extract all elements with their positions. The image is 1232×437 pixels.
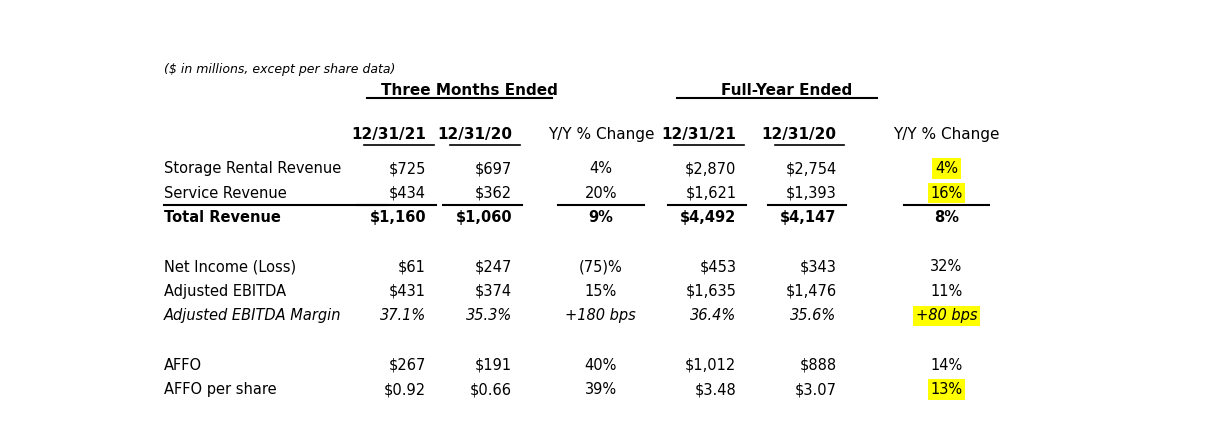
Text: +80 bps: +80 bps <box>915 309 977 323</box>
Text: $247: $247 <box>474 259 513 274</box>
Text: 13%: 13% <box>930 382 962 397</box>
Text: $267: $267 <box>389 357 426 372</box>
Text: $1,621: $1,621 <box>685 186 737 201</box>
Text: $3.07: $3.07 <box>795 382 837 397</box>
Text: $1,393: $1,393 <box>786 186 837 201</box>
Text: 36.4%: 36.4% <box>690 309 737 323</box>
Text: AFFO: AFFO <box>164 357 202 372</box>
Text: Total Revenue: Total Revenue <box>164 210 281 225</box>
Text: $1,635: $1,635 <box>685 284 737 299</box>
Text: $4,492: $4,492 <box>680 210 737 225</box>
Text: $453: $453 <box>700 259 737 274</box>
Text: 4%: 4% <box>589 161 612 176</box>
Text: $2,754: $2,754 <box>786 161 837 176</box>
Text: $61: $61 <box>398 259 426 274</box>
Text: 35.6%: 35.6% <box>791 309 837 323</box>
Text: Y/Y % Change: Y/Y % Change <box>893 127 999 142</box>
Text: 40%: 40% <box>585 357 617 372</box>
Text: 14%: 14% <box>930 357 962 372</box>
Text: 9%: 9% <box>589 210 614 225</box>
Text: $374: $374 <box>474 284 513 299</box>
Text: 12/31/20: 12/31/20 <box>437 127 513 142</box>
Text: $3.48: $3.48 <box>695 382 737 397</box>
Text: $697: $697 <box>474 161 513 176</box>
Text: $0.92: $0.92 <box>384 382 426 397</box>
Text: Service Revenue: Service Revenue <box>164 186 286 201</box>
Text: 15%: 15% <box>585 284 617 299</box>
Text: +180 bps: +180 bps <box>565 309 636 323</box>
Text: ($ in millions, except per share data): ($ in millions, except per share data) <box>164 62 395 76</box>
Text: 20%: 20% <box>585 186 617 201</box>
Text: Y/Y % Change: Y/Y % Change <box>547 127 654 142</box>
Text: $343: $343 <box>800 259 837 274</box>
Text: 32%: 32% <box>930 259 962 274</box>
Text: Full-Year Ended: Full-Year Ended <box>721 83 853 98</box>
Text: $888: $888 <box>800 357 837 372</box>
Text: $725: $725 <box>389 161 426 176</box>
Text: $1,012: $1,012 <box>685 357 737 372</box>
Text: $2,870: $2,870 <box>685 161 737 176</box>
Text: $1,160: $1,160 <box>370 210 426 225</box>
Text: AFFO per share: AFFO per share <box>164 382 276 397</box>
Text: 4%: 4% <box>935 161 958 176</box>
Text: Net Income (Loss): Net Income (Loss) <box>164 259 296 274</box>
Text: 11%: 11% <box>930 284 962 299</box>
Text: 12/31/21: 12/31/21 <box>662 127 737 142</box>
Text: Three Months Ended: Three Months Ended <box>381 83 558 98</box>
Text: 12/31/21: 12/31/21 <box>351 127 426 142</box>
Text: $431: $431 <box>389 284 426 299</box>
Text: 39%: 39% <box>585 382 617 397</box>
Text: Storage Rental Revenue: Storage Rental Revenue <box>164 161 341 176</box>
Text: 12/31/20: 12/31/20 <box>761 127 837 142</box>
Text: 35.3%: 35.3% <box>466 309 513 323</box>
Text: Adjusted EBITDA Margin: Adjusted EBITDA Margin <box>164 309 341 323</box>
Text: 37.1%: 37.1% <box>379 309 426 323</box>
Text: $1,060: $1,060 <box>456 210 513 225</box>
Text: $191: $191 <box>474 357 513 372</box>
Text: $1,476: $1,476 <box>786 284 837 299</box>
Text: $362: $362 <box>474 186 513 201</box>
Text: (75)%: (75)% <box>579 259 622 274</box>
Text: $434: $434 <box>389 186 426 201</box>
Text: $4,147: $4,147 <box>780 210 837 225</box>
Text: $0.66: $0.66 <box>471 382 513 397</box>
Text: 16%: 16% <box>930 186 962 201</box>
Text: Adjusted EBITDA: Adjusted EBITDA <box>164 284 286 299</box>
Text: 8%: 8% <box>934 210 958 225</box>
